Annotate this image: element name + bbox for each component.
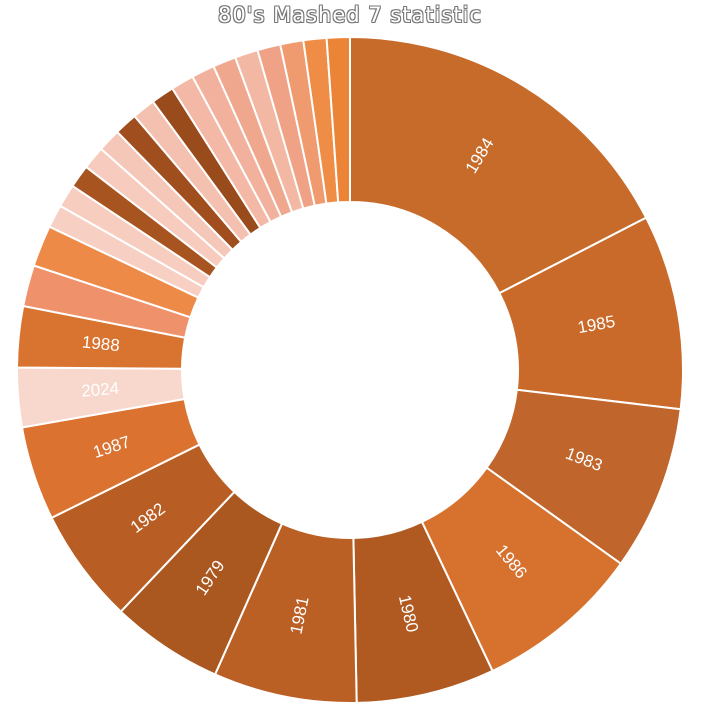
- donut-slice: [325, 35, 351, 204]
- slice-label: 1988: [81, 332, 121, 355]
- slice-label: 2024: [81, 379, 120, 401]
- donut-segments: [16, 35, 684, 704]
- donut-slice: [349, 35, 648, 295]
- chart-title: 80's Mashed 7 statistic: [218, 3, 482, 27]
